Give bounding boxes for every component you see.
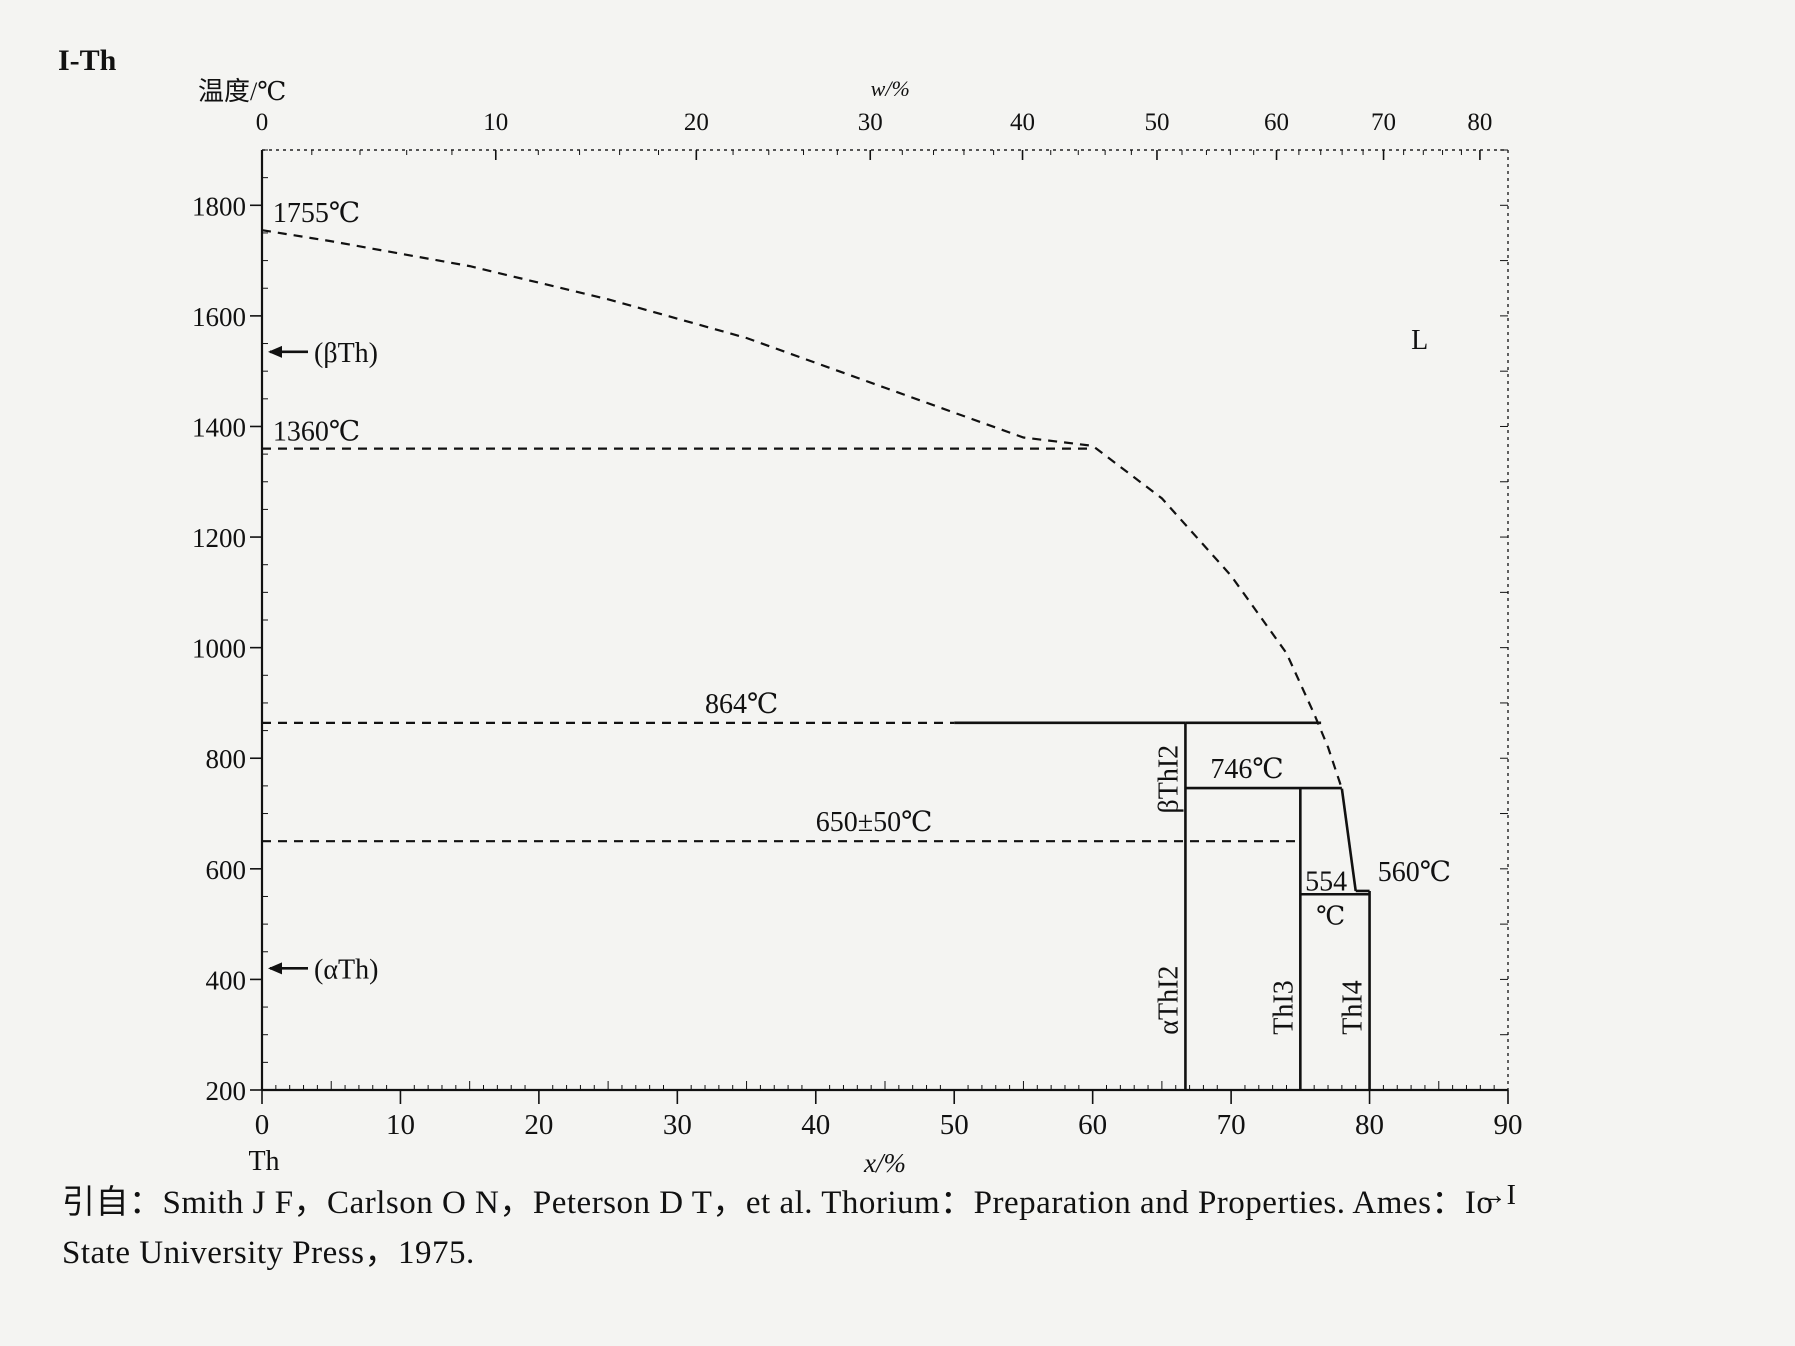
x-tick-label: 60	[1078, 1109, 1107, 1141]
y-tick-label: 800	[206, 744, 247, 774]
y-tick-label: 1800	[192, 191, 246, 221]
top-tick-label: 40	[1010, 109, 1035, 136]
top-tick-label: 70	[1371, 109, 1396, 136]
phase-label: (βTh)	[314, 338, 378, 369]
temperature-label: 864℃	[705, 689, 778, 720]
x-tick-label: 70	[1217, 1109, 1246, 1141]
compound-phase-label: αThI2	[1153, 966, 1184, 1035]
phase-arrow-head	[268, 962, 282, 975]
y-tick-label: 1000	[192, 634, 246, 664]
y-tick-label: 1200	[192, 523, 246, 553]
axis-ticks	[250, 149, 1509, 1104]
temperature-label: 746℃	[1210, 754, 1283, 785]
x-tick-label: 20	[524, 1109, 553, 1141]
temperature-unit-label: ℃	[1316, 901, 1345, 930]
liquid-phase-label: L	[1411, 325, 1428, 356]
citation-line-2: State University Press，1975.	[62, 1235, 475, 1271]
temperature-label: 554	[1305, 866, 1347, 897]
top-tick-label: 60	[1264, 109, 1289, 136]
temperature-label: 1755℃	[273, 198, 360, 229]
y-tick-label: 1600	[192, 302, 246, 332]
x-tick-label: 90	[1494, 1109, 1523, 1141]
phase-lines	[261, 229, 1371, 1090]
x-tick-label: 10	[386, 1109, 415, 1141]
temperature-label: 650±50℃	[816, 807, 933, 838]
y-tick-label: 400	[206, 965, 247, 995]
phase-arrow-head	[268, 345, 282, 358]
x-tick-label: 80	[1355, 1109, 1384, 1141]
liquidus-curve-solid	[1340, 788, 1357, 892]
system-label: I-Th	[58, 44, 117, 77]
top-tick-label: 50	[1144, 109, 1169, 136]
compound-phase-label: ThI4	[1338, 980, 1369, 1034]
labels: 0 10 20 30 40 50 60 70 80 90200400600800100012001…	[58, 44, 1523, 1211]
phase-arrows	[268, 345, 308, 975]
citation: 引自：Smith J F，Carlson O N，Peterson D T，et…	[62, 1178, 1782, 1278]
phase-label: (αTh)	[314, 954, 378, 985]
temperature-label: 1360℃	[273, 417, 360, 448]
plot-frame	[260, 149, 1509, 1092]
top-tick-label: 0	[256, 109, 269, 136]
y-tick-label: 1400	[192, 412, 246, 442]
compound-phase-label: ThI3	[1268, 980, 1299, 1034]
right-component-label: →I	[1479, 1180, 1516, 1211]
citation-line-1: 引自：Smith J F，Carlson O N，Peterson D T，et…	[62, 1185, 1494, 1221]
y-tick-label: 600	[206, 855, 247, 885]
top-tick-label: 20	[684, 109, 709, 136]
x-tick-label: 40	[801, 1109, 830, 1141]
compound-phase-label: βThI2	[1153, 745, 1184, 814]
x-tick-label: 50	[940, 1109, 969, 1141]
temperature-label: 560℃	[1378, 857, 1451, 888]
top-tick-label: 10	[483, 109, 508, 136]
x-tick-label: 0	[255, 1109, 270, 1141]
x-tick-label: 30	[663, 1109, 692, 1141]
y-tick-label: 200	[206, 1076, 247, 1106]
y-axis-label: 温度/℃	[198, 77, 286, 106]
left-component-label: Th	[248, 1146, 279, 1177]
top-axis-label: w/%	[871, 76, 910, 101]
top-tick-label: 80	[1467, 109, 1492, 136]
liquidus-curve-dashed	[261, 229, 1343, 789]
top-tick-label: 30	[858, 109, 883, 136]
x-axis-label: x/%	[863, 1148, 906, 1178]
